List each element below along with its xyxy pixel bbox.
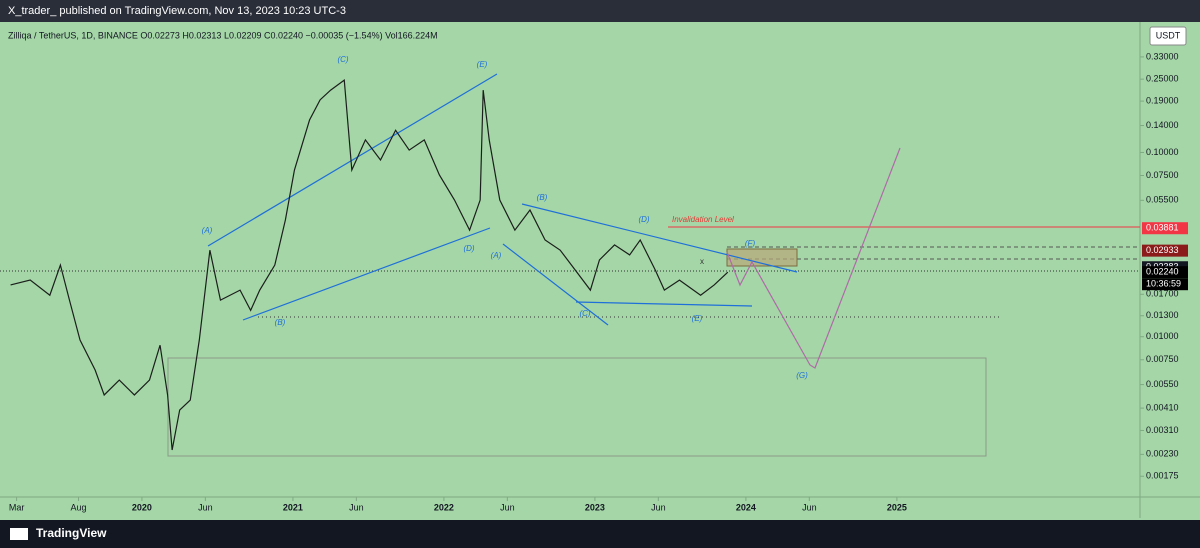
price-tag-label: 0.03881 [1146,223,1179,233]
x-tick-label: 2021 [283,502,303,512]
trend-line [502,243,609,326]
x-tick-label: Jun [349,502,364,512]
x-tick-label: 2025 [887,502,907,512]
y-tick-label: 0.19000 [1146,95,1179,105]
trend-line [207,73,498,247]
bottom-bar [0,520,1200,548]
currency-label: USDT [1156,30,1181,40]
y-tick-label: 0.01300 [1146,310,1179,320]
y-tick-label: 0.14000 [1146,120,1179,130]
invalidation-label: Invalidation Level [672,215,734,224]
y-tick-label: 0.10000 [1146,147,1179,157]
y-tick-label: 0.00310 [1146,425,1179,435]
wave-label: (C) [337,55,348,64]
wave-label: (E) [692,314,703,323]
price-tag-label: 0.02933 [1146,245,1179,255]
currency-button[interactable] [1149,26,1187,46]
price-tag-label: 0.02240 [1146,267,1179,277]
projection-path [726,147,901,369]
wave-label: (A) [491,251,502,260]
wave-label: (A) [202,226,213,235]
y-tick-label: 0.00750 [1146,354,1179,364]
wave-label: (G) [796,371,808,380]
y-tick-label: 0.25000 [1146,74,1179,84]
y-tick-label: 0.07500 [1146,170,1179,180]
wave-label: (C) [579,309,590,318]
y-tick-label: 0.33000 [1146,51,1179,61]
x-tick-label: Mar [9,502,25,512]
x-tick-label: 2024 [736,502,756,512]
publisher: X_trader_ published on TradingView.com, … [8,5,346,17]
wave-label: (F) [745,239,756,248]
y-tick-label: 0.00410 [1146,402,1179,412]
x-tick-label: 2022 [434,502,454,512]
y-tick-label: 0.05500 [1146,195,1179,205]
logo [10,528,28,540]
wave-label: (D) [638,215,649,224]
x-tick-label: Jun [651,502,666,512]
y-tick-label: 0.01000 [1146,331,1179,341]
brand: TradingView [36,526,107,540]
price-tag [1142,222,1188,235]
wave-label: (B) [537,193,548,202]
x-tick-label: Jun [802,502,817,512]
y-tick-label: 0.00175 [1146,471,1179,481]
x-tick-label: 2023 [585,502,605,512]
trend-line [242,227,491,321]
countdown: 10:36:59 [1146,279,1181,289]
price-tag [1142,266,1188,279]
marker: x [700,257,704,266]
x-tick-label: Jun [198,502,213,512]
price-line [10,78,729,451]
countdown-box [1142,278,1188,291]
target-box [726,248,798,267]
x-tick-label: Jun [500,502,515,512]
wave-label: (B) [275,318,286,327]
top-bar [0,0,1200,22]
y-tick-label: 0.00550 [1146,379,1179,389]
y-tick-label: 0.01700 [1146,289,1179,299]
price-tag [1142,244,1188,257]
x-tick-label: Aug [71,502,87,512]
wave-label: (E) [477,60,488,69]
y-tick-label: 0.00230 [1146,449,1179,459]
wave-label: (D) [463,244,474,253]
trend-line [521,203,798,273]
symbol-info: Zilliqa / TetherUS, 1D, BINANCE O0.02273… [8,30,438,40]
trend-line [575,301,753,307]
x-tick-label: 2020 [132,502,152,512]
